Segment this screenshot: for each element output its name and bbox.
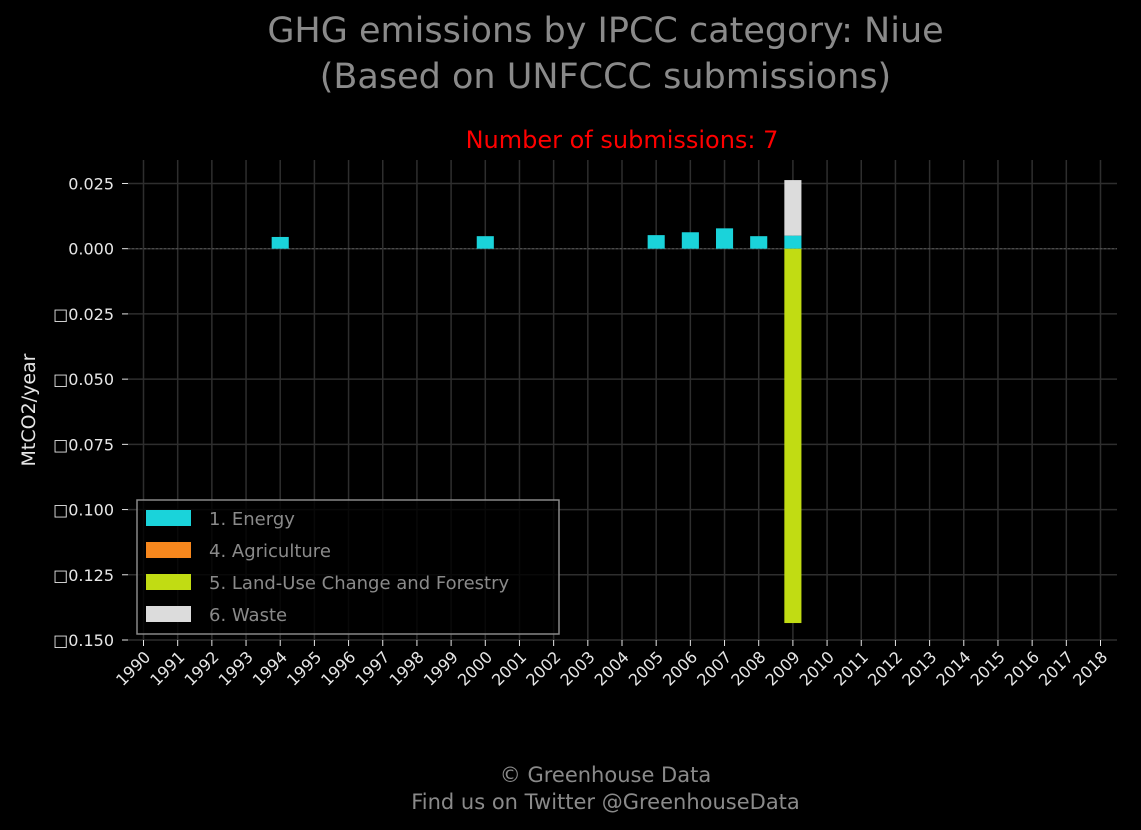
x-tick-label: 2010 — [796, 647, 838, 689]
x-tick-label: 2017 — [1035, 647, 1077, 689]
legend-swatch — [146, 542, 191, 558]
x-tick-label: 2014 — [932, 647, 974, 689]
bar — [784, 180, 802, 236]
legend-label: 4. Agriculture — [209, 541, 331, 562]
x-tick-label: 2002 — [522, 647, 564, 689]
x-tick-label: 2013 — [898, 647, 940, 689]
legend: 1. Energy 4. Agriculture 5. Land-Use Chang… — [136, 499, 560, 635]
legend-swatch — [146, 574, 191, 590]
x-tick-label: 2000 — [454, 647, 496, 689]
y-tick-label: □0.150 — [53, 631, 114, 650]
x-tick-label: 2009 — [761, 647, 803, 689]
chart-title: GHG emissions by IPCC category: Niue (Ba… — [0, 8, 1141, 100]
legend-label: 1. Energy — [209, 509, 295, 530]
y-tick-label: 0.025 — [68, 174, 114, 193]
footer-copyright: © Greenhouse Data — [499, 763, 712, 787]
bar — [476, 236, 494, 249]
bar — [784, 235, 802, 249]
y-tick-label: □0.075 — [53, 435, 114, 454]
x-tick-label: 2016 — [1001, 647, 1043, 689]
y-axis-ticks: 0.025 0.000 □0.025 □0.050 □0.075 □0.100 □0.125… — [53, 174, 128, 650]
x-tick-label: 2018 — [1069, 647, 1111, 689]
bar — [715, 228, 734, 249]
x-axis-ticks: 1990199119921993199419951996199719981999… — [112, 640, 1111, 690]
x-tick-label: 1996 — [317, 647, 359, 689]
x-tick-label: 2005 — [625, 647, 667, 689]
bar — [750, 236, 768, 249]
footer-twitter: Find us on Twitter @GreenhouseData — [411, 790, 800, 814]
y-tick-label: □0.050 — [53, 370, 114, 389]
x-tick-label: 2015 — [967, 647, 1009, 689]
bar-chart: Number of submissions: 7 MtCO2/year 0.02… — [18, 126, 1117, 690]
x-tick-label: 2012 — [864, 647, 906, 689]
legend-swatch — [146, 510, 191, 526]
x-tick-label: 1992 — [180, 647, 222, 689]
bars — [271, 180, 802, 624]
x-tick-label: 1991 — [146, 647, 188, 689]
x-tick-label: 2011 — [830, 647, 872, 689]
x-tick-label: 1995 — [283, 647, 325, 689]
x-tick-label: 1999 — [420, 647, 462, 689]
legend-box — [136, 499, 560, 635]
y-tick-label: 0.000 — [68, 240, 114, 259]
bar — [681, 232, 699, 249]
x-tick-label: 2001 — [488, 647, 530, 689]
x-tick-label: 2003 — [556, 647, 598, 689]
chart-title-line-1: GHG emissions by IPCC category: Niue — [267, 11, 944, 51]
x-tick-label: 2006 — [659, 647, 701, 689]
legend-label: 5. Land-Use Change and Forestry — [209, 573, 509, 594]
y-axis-label: MtCO2/year — [18, 353, 40, 466]
chart-subtitle: Number of submissions: 7 — [466, 126, 779, 154]
bar — [271, 236, 289, 249]
y-tick-label: □0.125 — [53, 566, 114, 585]
bar — [784, 248, 802, 624]
x-tick-label: 1997 — [351, 647, 393, 689]
x-tick-label: 2007 — [693, 647, 735, 689]
x-tick-label: 2008 — [727, 647, 769, 689]
bar — [647, 235, 665, 249]
x-tick-label: 1998 — [386, 647, 428, 689]
chart-title-line-2: (Based on UNFCCC submissions) — [319, 57, 892, 97]
legend-swatch — [146, 606, 191, 622]
x-tick-label: 1990 — [112, 647, 154, 689]
y-tick-label: □0.100 — [53, 501, 114, 520]
x-tick-label: 1994 — [249, 647, 291, 689]
y-tick-label: □0.025 — [53, 305, 114, 324]
legend-label: 6. Waste — [209, 605, 287, 626]
x-tick-label: 1993 — [215, 647, 257, 689]
x-tick-label: 2004 — [591, 647, 633, 689]
footer: © Greenhouse Data Find us on Twitter @Gr… — [0, 762, 1141, 816]
